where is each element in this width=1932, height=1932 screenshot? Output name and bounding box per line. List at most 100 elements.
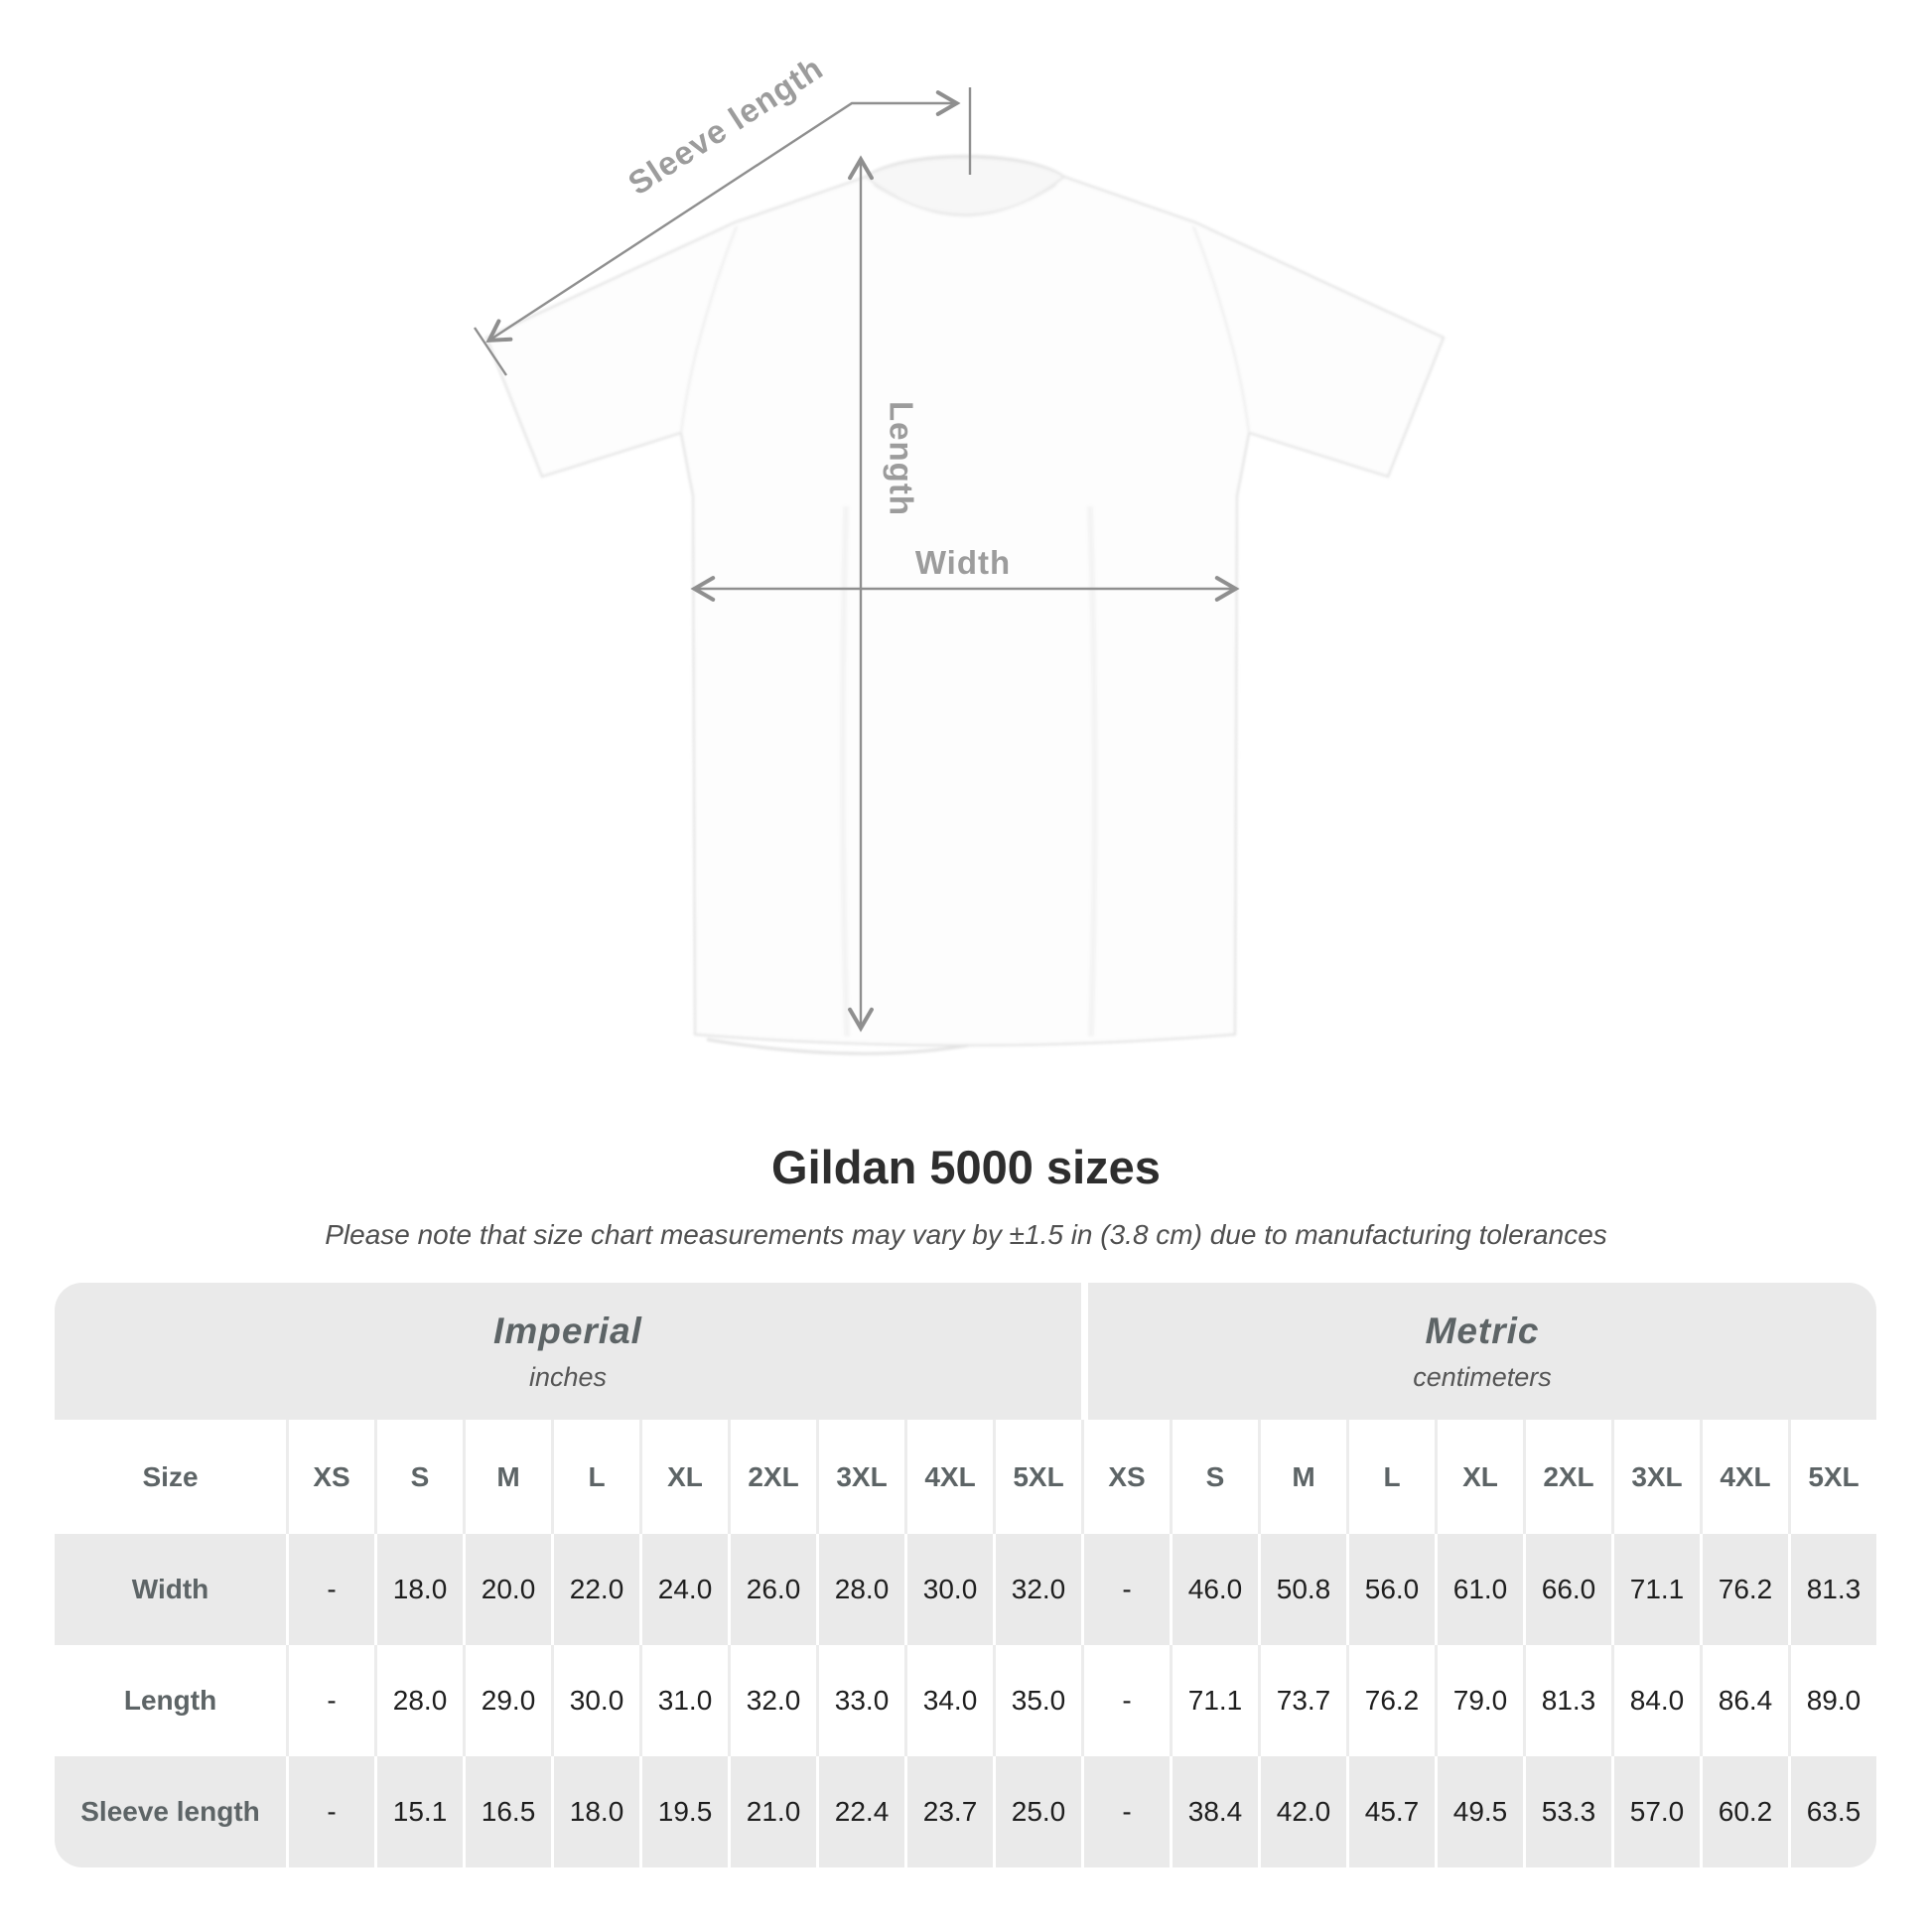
measurement-value: 20.0 (463, 1534, 551, 1645)
size-column-header: 2XL (728, 1420, 816, 1534)
size-column-header: 3XL (816, 1420, 904, 1534)
measurement-value: 32.0 (728, 1645, 816, 1756)
measurement-value: 73.7 (1258, 1645, 1346, 1756)
row-label: Width (131, 1574, 209, 1604)
measurement-value: 28.0 (374, 1645, 463, 1756)
size-column-header: 4XL (904, 1420, 993, 1534)
size-column-header: S (1170, 1420, 1258, 1534)
measurement-value: 45.7 (1346, 1756, 1435, 1867)
size-header-label: Size (142, 1460, 199, 1492)
measurement-value: 53.3 (1523, 1756, 1611, 1867)
page-title: Gildan 5000 sizes (771, 1141, 1161, 1193)
size-column-header: 2XL (1523, 1420, 1611, 1534)
measurement-row-sleeve-length: Sleeve length -15.1 16.5 18.0 19.5 21.0 22.4 23… (55, 1756, 1876, 1867)
size-column-header: M (463, 1420, 551, 1534)
measurement-value: 38.4 (1170, 1756, 1258, 1867)
sleeve-length-line (485, 90, 961, 344)
size-column-header: 4XL (1700, 1420, 1788, 1534)
measurement-value: 18.0 (374, 1534, 463, 1645)
measurement-value: 30.0 (904, 1534, 993, 1645)
size-column-header: 5XL (993, 1420, 1081, 1534)
size-column-header: XS (1081, 1420, 1170, 1534)
measurement-value: 25.0 (993, 1756, 1081, 1867)
measurement-value: 81.3 (1788, 1534, 1876, 1645)
measurement-value: - (1081, 1756, 1170, 1867)
measurement-value: 35.0 (993, 1645, 1081, 1756)
size-column-header: XS (286, 1420, 374, 1534)
measurement-value: 56.0 (1346, 1534, 1435, 1645)
measurement-value: 76.2 (1346, 1645, 1435, 1756)
sleeve-cuff-tick (474, 327, 507, 376)
measurement-value: 21.0 (728, 1756, 816, 1867)
measurement-value: - (286, 1756, 374, 1867)
measurement-value: 76.2 (1700, 1534, 1788, 1645)
unit-group-header: Imperial inches Metric centimeters (55, 1283, 1876, 1420)
row-label: Sleeve length (80, 1796, 260, 1827)
measurement-value: 86.4 (1700, 1645, 1788, 1756)
measurement-value: 31.0 (639, 1645, 728, 1756)
sleeve-length-label: Sleeve length (621, 49, 829, 202)
measurement-value: 66.0 (1523, 1534, 1611, 1645)
size-column-header: L (1346, 1420, 1435, 1534)
measurement-value: 89.0 (1788, 1645, 1876, 1756)
measurement-value: - (286, 1534, 374, 1645)
measurement-value: 15.1 (374, 1756, 463, 1867)
imperial-group-title: Imperial (493, 1310, 642, 1351)
tshirt-size-diagram: Sleeve length Length Width (474, 49, 1446, 1055)
measurement-value: - (286, 1645, 374, 1756)
measurement-value: 49.5 (1435, 1756, 1523, 1867)
measurement-value: 24.0 (639, 1534, 728, 1645)
measurement-value: 81.3 (1523, 1645, 1611, 1756)
measurement-value: 71.1 (1611, 1534, 1700, 1645)
measurement-value: - (1081, 1534, 1170, 1645)
size-column-header: M (1258, 1420, 1346, 1534)
measurement-value: 84.0 (1611, 1645, 1700, 1756)
measurement-value: 18.0 (551, 1756, 639, 1867)
measurement-value: 16.5 (463, 1756, 551, 1867)
metric-group-unit: centimeters (1413, 1361, 1552, 1392)
size-chart-table: Imperial inches Metric centimeters Size … (55, 1283, 1876, 1867)
size-header-row: Size XS S M L XL 2XL 3XL 4XL 5XL XS S M L XL 2XL 3XL 4XL… (55, 1420, 1876, 1534)
metric-group-title: Metric (1425, 1310, 1540, 1351)
metric-group-header: Metric centimeters (1088, 1283, 1876, 1420)
size-column-header: XL (639, 1420, 728, 1534)
measurement-value: 30.0 (551, 1645, 639, 1756)
measurement-value: 34.0 (904, 1645, 993, 1756)
tshirt-hem-shadow (706, 1037, 969, 1055)
measurement-value: 22.4 (816, 1756, 904, 1867)
measurement-value: 26.0 (728, 1534, 816, 1645)
length-label: Length (883, 401, 919, 516)
measurement-value: 22.0 (551, 1534, 639, 1645)
measurement-value: 29.0 (463, 1645, 551, 1756)
row-label: Length (123, 1685, 217, 1716)
measurement-value: 28.0 (816, 1534, 904, 1645)
tshirt-graphic (484, 154, 1446, 1055)
size-column-header: 3XL (1611, 1420, 1700, 1534)
measurement-value: 33.0 (816, 1645, 904, 1756)
measurement-value: 50.8 (1258, 1534, 1346, 1645)
measurement-value: 57.0 (1611, 1756, 1700, 1867)
size-column-header: 5XL (1788, 1420, 1876, 1534)
size-column-header: S (374, 1420, 463, 1534)
tshirt-body (484, 154, 1446, 1047)
measurement-value: 46.0 (1170, 1534, 1258, 1645)
imperial-group-unit: inches (528, 1361, 608, 1392)
width-label: Width (915, 544, 1011, 581)
measurement-value: 71.1 (1170, 1645, 1258, 1756)
page-subtitle: Please note that size chart measurements… (325, 1219, 1607, 1250)
measurement-value: 79.0 (1435, 1645, 1523, 1756)
measurement-value: 19.5 (639, 1756, 728, 1867)
measurement-value: 60.2 (1700, 1756, 1788, 1867)
measurement-value: 63.5 (1788, 1756, 1876, 1867)
size-column-header: L (551, 1420, 639, 1534)
measurement-row-length: Length -28.0 29.0 30.0 31.0 32.0 33.0 34.0 35.0-… (55, 1645, 1876, 1756)
imperial-group-header: Imperial inches (55, 1283, 1082, 1420)
measurement-value: 61.0 (1435, 1534, 1523, 1645)
measurement-value: 23.7 (904, 1756, 993, 1867)
measurement-value: - (1081, 1645, 1170, 1756)
measurement-row-width: Width -18.0 20.0 22.0 24.0 26.0 28.0 30.0 32.0-4… (55, 1534, 1876, 1645)
tshirt-right-sleeve-seam (1191, 225, 1251, 434)
measurement-value: 32.0 (993, 1534, 1081, 1645)
measurement-value: 42.0 (1258, 1756, 1346, 1867)
size-column-header: XL (1435, 1420, 1523, 1534)
